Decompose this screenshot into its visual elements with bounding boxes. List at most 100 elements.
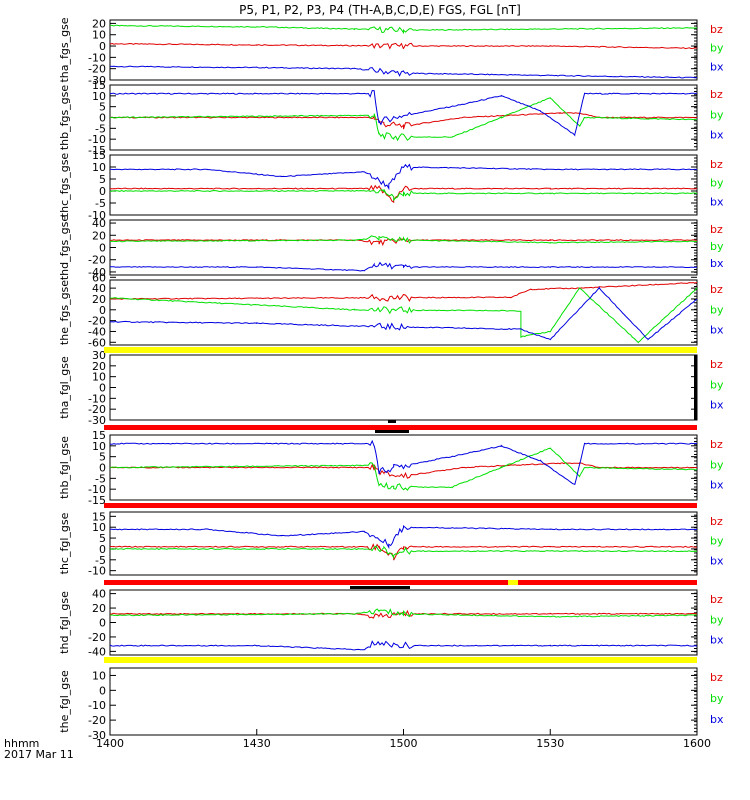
ylabel: thb_fgs_gse [58, 85, 71, 151]
legend-bx: bx [710, 324, 724, 337]
ylabel: thd_fgs_gse [58, 215, 71, 281]
legend-bx: bx [710, 399, 724, 412]
panel-frame [109, 154, 698, 216]
series-by [109, 446, 698, 491]
series-by [109, 608, 698, 618]
ytick-label: -40 [88, 325, 106, 338]
ytick-label: -20 [88, 403, 106, 416]
ytick-label: 20 [92, 293, 106, 306]
ytick-label: -20 [88, 714, 106, 727]
status-marker [350, 586, 410, 589]
ytick-label: -20 [88, 315, 106, 328]
ytick-label: 5 [99, 101, 106, 114]
series-by [109, 545, 698, 560]
legend-by: by [710, 240, 724, 253]
xtick-label: 1600 [683, 737, 711, 750]
series-bz [109, 184, 698, 204]
series-bz [109, 543, 698, 561]
series-by [109, 287, 698, 344]
status-bar [104, 580, 697, 585]
legend-bz: bz [710, 223, 723, 236]
ytick-label: -10 [88, 565, 106, 578]
xtick-label: 1500 [390, 737, 418, 750]
xaxis-date-label: 2017 Mar 11 [4, 748, 74, 761]
legend-bx: bx [710, 554, 724, 567]
xtick-label: 1400 [96, 737, 124, 750]
ytick-label: -10 [88, 699, 106, 712]
series-bx [109, 286, 698, 341]
series-bx [109, 89, 698, 137]
series-bz [109, 282, 698, 302]
ylabel: tha_fgl_gse [58, 356, 71, 419]
legend-bz: bz [710, 358, 723, 371]
chart-title: P5, P1, P2, P3, P4 (TH-A,B,C,D,E) FGS, F… [239, 3, 521, 17]
legend-bz: bz [710, 158, 723, 171]
legend-bz: bz [710, 23, 723, 36]
ytick-label: 0 [99, 112, 106, 125]
ytick-label: 20 [92, 229, 106, 242]
legend-bz: bz [710, 283, 723, 296]
legend-bx: bx [710, 129, 724, 142]
ytick-label: -5 [95, 122, 106, 135]
ytick-label: -15 [88, 494, 106, 507]
ytick-label: 10 [92, 161, 106, 174]
ytick-label: 40 [92, 217, 106, 230]
ytick-label: 5 [99, 532, 106, 545]
ytick-label: -10 [88, 133, 106, 146]
ytick-label: 0 [99, 617, 106, 630]
ytick-label: 10 [92, 90, 106, 103]
ytick-label: 15 [92, 149, 106, 162]
ylabel: thd_fgl_gse [58, 591, 71, 654]
legend-bz: bz [710, 438, 723, 451]
ytick-label: 10 [92, 29, 106, 42]
series-bx [109, 261, 698, 272]
legend-by: by [710, 692, 724, 705]
ytick-label: -15 [88, 144, 106, 157]
ytick-label: 0 [99, 242, 106, 255]
panel-frame [109, 667, 698, 736]
ytick-label: -10 [88, 392, 106, 405]
ytick-label: 5 [99, 173, 106, 186]
ytick-label: 60 [92, 271, 106, 284]
ytick-label: -10 [88, 209, 106, 222]
ytick-label: 30 [92, 349, 106, 362]
ytick-label: 10 [92, 371, 106, 384]
ytick-label: -30 [88, 414, 106, 427]
ytick-label: -40 [88, 645, 106, 658]
series-by [109, 189, 698, 202]
panel-the_fgl_gse: 10 0 -10 -20 -30 the_fgl_gse bz by bx [58, 667, 724, 742]
legend-bz: bz [710, 671, 723, 684]
series-bx [109, 524, 698, 550]
legend-by: by [710, 613, 724, 626]
ylabel: the_fgs_gse [58, 280, 71, 345]
ylabel: thc_fgs_gse [58, 153, 71, 218]
ytick-label: -20 [88, 254, 106, 267]
ytick-label: 10 [92, 521, 106, 534]
ytick-label: 15 [92, 429, 106, 442]
status-marker [694, 355, 697, 420]
ytick-label: 10 [92, 440, 106, 453]
ytick-label: 0 [99, 185, 106, 198]
ytick-label: -10 [88, 51, 106, 64]
legend-bx: bx [710, 713, 724, 726]
panel-frame [109, 279, 698, 346]
legend-by: by [710, 108, 724, 121]
ylabel: thb_fgl_gse [58, 436, 71, 499]
legend-by: by [710, 177, 724, 190]
status-marker [375, 430, 409, 433]
series-by [109, 24, 698, 35]
ytick-label: -60 [88, 336, 106, 349]
legend-bz: bz [710, 515, 723, 528]
series-bx [109, 640, 698, 651]
ytick-label: -20 [88, 631, 106, 644]
series-bz [109, 462, 698, 479]
legend-by: by [710, 378, 724, 391]
legend-by: by [710, 42, 724, 55]
ytick-label: 5 [99, 451, 106, 464]
